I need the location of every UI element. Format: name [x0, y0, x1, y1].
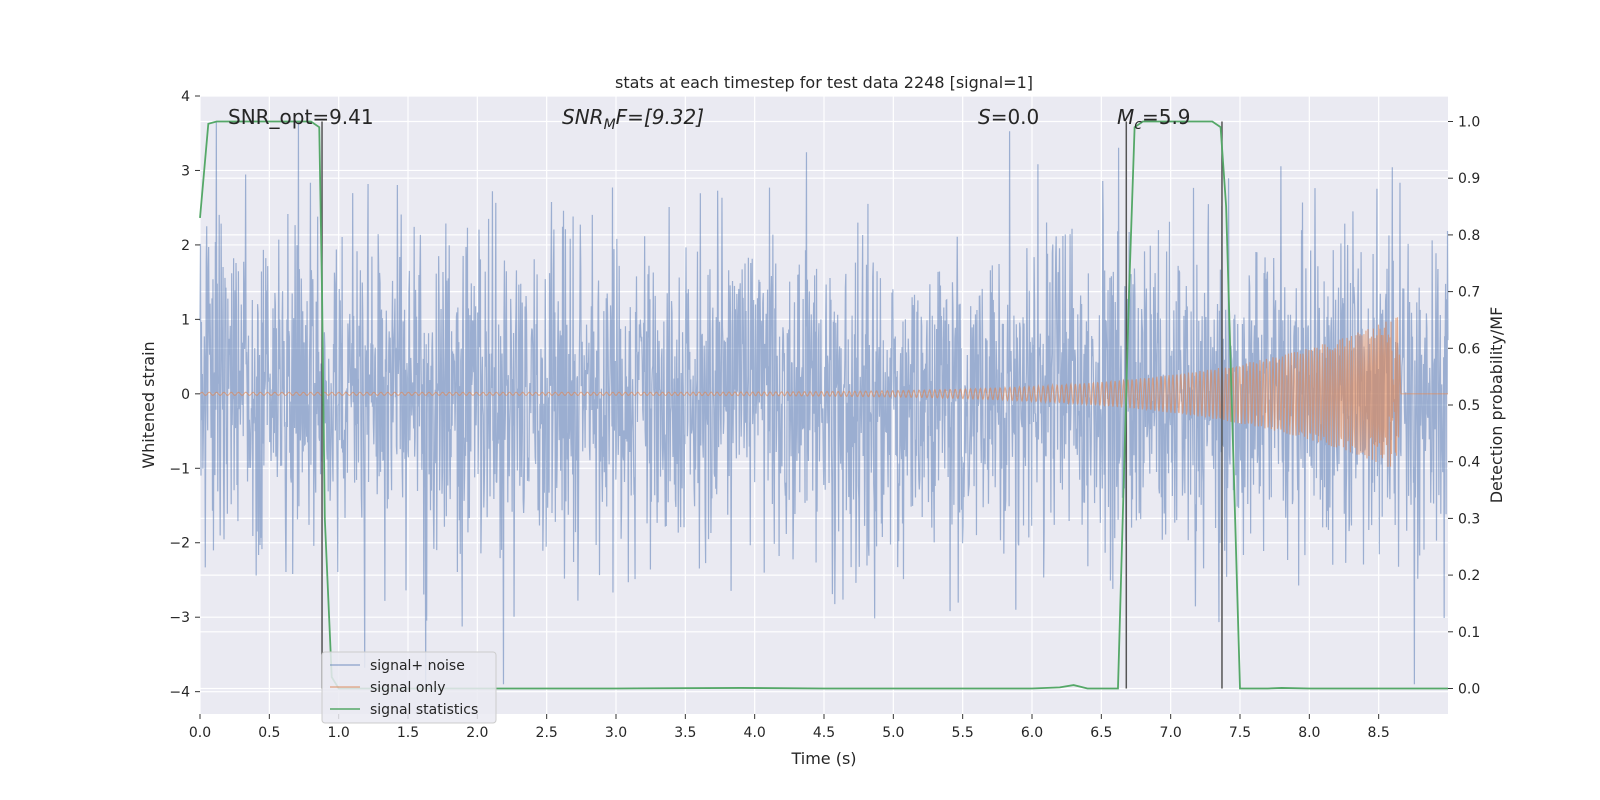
x-tick-label: 2.5 — [536, 725, 558, 741]
ticks: 0.0 0.5 1.0 1.5 2.0 2.5 3.0 3.5 4.0 4.5 5.0 5.5 6.0 6… — [169, 89, 1480, 741]
y-right-tick-label: 0.2 — [1458, 568, 1480, 584]
annotation-mc: Mc=5.9 — [1117, 105, 1191, 133]
annotation-snr-mf: SNRMF=[9.32] — [562, 105, 704, 133]
stats-series — [199, 120, 1448, 690]
y-right-tick-label: 0.6 — [1458, 341, 1480, 357]
y-right-tick-label: 0.1 — [1458, 625, 1480, 641]
y-tick-label: −2 — [169, 536, 190, 552]
y-tick-label: −4 — [169, 685, 190, 701]
annotation-snr-opt: SNR_opt=9.41 — [228, 105, 374, 129]
x-tick-label: 7.0 — [1160, 725, 1182, 741]
x-tick-label: 1.5 — [397, 725, 419, 741]
legend-label-signal: signal only — [370, 680, 445, 696]
y-tick-label: 0 — [181, 387, 190, 403]
legend-box — [321, 651, 497, 724]
annotation-s: S=0.0 — [978, 105, 1039, 129]
x-tick-label: 7.5 — [1229, 725, 1251, 741]
legend: signal+ noise signal only signal statist… — [321, 651, 497, 724]
x-tick-label: 8.5 — [1368, 725, 1390, 741]
x-tick-label: 4.5 — [813, 725, 835, 741]
y-right-tick-label: 0.3 — [1458, 511, 1480, 527]
signal-line — [199, 317, 1448, 467]
x-tick-label: 0.5 — [258, 725, 280, 741]
y-tick-label: 3 — [181, 163, 190, 179]
y-axis-right-title: Detection probability/MF — [1487, 307, 1506, 504]
y-tick-label: −3 — [169, 610, 190, 626]
x-tick-label: 3.5 — [674, 725, 696, 741]
x-tick-label: 8.0 — [1298, 725, 1320, 741]
y-right-tick-label: 0.0 — [1458, 681, 1480, 697]
annotation-s-italic: S — [978, 105, 991, 129]
legend-label-noise: signal+ noise — [370, 658, 465, 674]
y-right-tick-label: 0.5 — [1458, 398, 1480, 414]
y-right-tick-label: 1.0 — [1458, 115, 1480, 131]
noise-series — [199, 122, 1449, 685]
x-tick-label: 6.5 — [1090, 725, 1112, 741]
y-tick-label: −1 — [169, 461, 190, 477]
y-right-tick-label: 0.9 — [1458, 171, 1480, 187]
legend-label-stats: signal statistics — [370, 702, 478, 718]
annotation-snr-mf-sub: M — [604, 117, 616, 133]
annotation-snr-mf-rest: F=[9.32] — [616, 105, 704, 129]
x-tick-label: 4.0 — [744, 725, 766, 741]
y-tick-label: 4 — [181, 89, 190, 105]
y-right-tick-label: 0.8 — [1458, 228, 1480, 244]
x-axis-title: Time (s) — [790, 749, 856, 768]
y-tick-label: 2 — [181, 238, 190, 254]
x-tick-label: 1.0 — [328, 725, 350, 741]
y-axis-title: Whitened strain — [139, 341, 158, 468]
annotation-mc-main: M — [1117, 105, 1134, 129]
signal-series — [199, 317, 1448, 467]
y-tick-label: 1 — [181, 312, 190, 328]
annotation-mc-sub: c — [1134, 117, 1142, 133]
y-right-tick-label: 0.7 — [1458, 285, 1480, 301]
y-right-tick-label: 0.4 — [1458, 455, 1480, 471]
annotation-mc-rest: =5.9 — [1142, 105, 1191, 129]
x-tick-label: 3.0 — [605, 725, 627, 741]
x-tick-label: 5.0 — [882, 725, 904, 741]
x-tick-label: 0.0 — [189, 725, 211, 741]
x-tick-label: 2.0 — [466, 725, 488, 741]
noise-line — [199, 122, 1449, 685]
x-tick-label: 5.5 — [952, 725, 974, 741]
annotation-snr-mf-main: SNR — [562, 105, 604, 129]
annotation-s-rest: =0.0 — [991, 105, 1040, 129]
x-tick-label: 6.0 — [1021, 725, 1043, 741]
chart-title: stats at each timestep for test data 224… — [615, 73, 1033, 92]
stats-line — [199, 120, 1448, 690]
